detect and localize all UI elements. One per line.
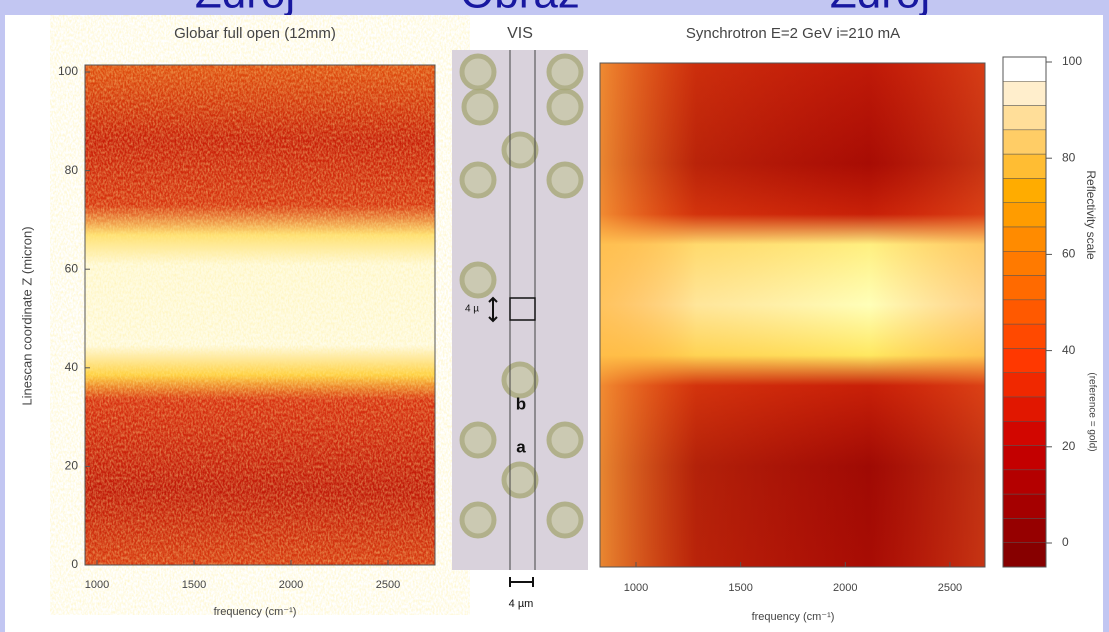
x-tick-label: 1500 xyxy=(728,582,752,594)
header: Zdroj Obraz Zdroj xyxy=(195,0,930,18)
vis-ring xyxy=(461,88,499,126)
x-tick-label: 1000 xyxy=(85,579,109,591)
colorbar-tick-label: 80 xyxy=(1062,150,1076,164)
vis-ring xyxy=(546,501,584,539)
colorbar-step xyxy=(1002,178,1047,203)
colorbar-step xyxy=(1002,56,1047,82)
scale-label: 4 µ xyxy=(465,304,479,315)
colorbar-step xyxy=(1002,251,1047,276)
colorbar-tick-label: 20 xyxy=(1062,439,1076,453)
colorbar-step xyxy=(1002,348,1047,373)
colorbar-step xyxy=(1002,275,1047,301)
colorbar-step xyxy=(1002,226,1047,252)
x-tick-label: 2500 xyxy=(376,579,400,591)
vis-ring xyxy=(501,131,539,169)
y-tick-label: 100 xyxy=(58,64,78,78)
colorbar-tick-label: 60 xyxy=(1062,247,1076,261)
vis-rings xyxy=(459,53,584,539)
scale-arrow xyxy=(488,296,498,323)
header-label: Obraz xyxy=(460,0,580,18)
colorbar-step xyxy=(1002,81,1047,106)
colorbar-subtitle: (reference = gold) xyxy=(1086,372,1097,451)
vis-label: b xyxy=(516,394,526,413)
colorbar-tick-label: 100 xyxy=(1062,54,1082,68)
colorbar-step xyxy=(1002,469,1047,495)
colorbar-step xyxy=(1002,323,1047,349)
x-tick-label: 2500 xyxy=(938,582,962,594)
vis-ring xyxy=(501,361,539,399)
plot-frame xyxy=(599,62,986,568)
x-tick-label: 1500 xyxy=(182,579,206,591)
y-tick-label: 0 xyxy=(71,557,78,571)
header-label: Zdroj xyxy=(195,0,295,18)
vis-ring xyxy=(546,161,584,199)
vis-ring xyxy=(459,421,497,459)
vis-box xyxy=(509,297,536,321)
colorbar-tick-label: 40 xyxy=(1062,343,1076,357)
x-tick-label: 2000 xyxy=(833,582,857,594)
vis-ring xyxy=(459,161,497,199)
y-tick-label: 80 xyxy=(65,163,79,177)
colorbar-step xyxy=(1002,518,1047,543)
colorbar-step xyxy=(1002,153,1047,179)
colorbar-step xyxy=(1002,372,1047,398)
colorbar-step xyxy=(1002,542,1047,568)
vis-ring xyxy=(459,501,497,539)
vis-ring xyxy=(546,53,584,91)
plot-frame xyxy=(84,64,436,566)
colorbar: 100 80 60 40 20 0 xyxy=(1002,54,1082,568)
colorbar-tick-label: 0 xyxy=(1062,535,1069,549)
y-axis-label: Linescan coordinate Z (micron) xyxy=(19,226,34,405)
heatmap-noise xyxy=(85,65,435,565)
x-tick-label: 2000 xyxy=(279,579,303,591)
y-tick-label: 20 xyxy=(65,459,79,473)
vis-ring xyxy=(546,421,584,459)
y-tick-label: 40 xyxy=(65,360,79,374)
colorbar-step xyxy=(1002,202,1047,228)
panel-title: Globar full open (12mm) xyxy=(174,25,336,42)
vis-label: a xyxy=(516,437,526,456)
colorbar-step xyxy=(1002,445,1047,471)
vis-ring xyxy=(459,261,497,299)
colorbar-title: Reflectivity scale xyxy=(1084,170,1098,260)
colorbar-step xyxy=(1002,105,1047,131)
vis-ring xyxy=(459,53,497,91)
width-label: 4 µm xyxy=(509,598,534,610)
vis-ring xyxy=(501,461,539,499)
header-label: Zdroj xyxy=(830,0,930,18)
colorbar-step xyxy=(1002,493,1047,519)
y-tick-label: 60 xyxy=(65,261,79,275)
x-tick-label: 1000 xyxy=(624,582,648,594)
colorbar-frame xyxy=(1002,56,1047,568)
colorbar-step xyxy=(1002,129,1047,155)
width-arrow xyxy=(509,577,534,587)
colorbar-step xyxy=(1002,421,1047,446)
vis-title: VIS xyxy=(507,25,533,42)
panel-title: Synchrotron E=2 GeV i=210 mA xyxy=(686,25,900,42)
x-axis-label: frequency (cm⁻¹) xyxy=(214,606,297,618)
x-axis-label: frequency (cm⁻¹) xyxy=(752,611,835,623)
vis-ring xyxy=(546,88,584,126)
colorbar-step xyxy=(1002,396,1047,422)
heatmap-shade xyxy=(600,63,985,567)
colorbar-step xyxy=(1002,299,1047,325)
